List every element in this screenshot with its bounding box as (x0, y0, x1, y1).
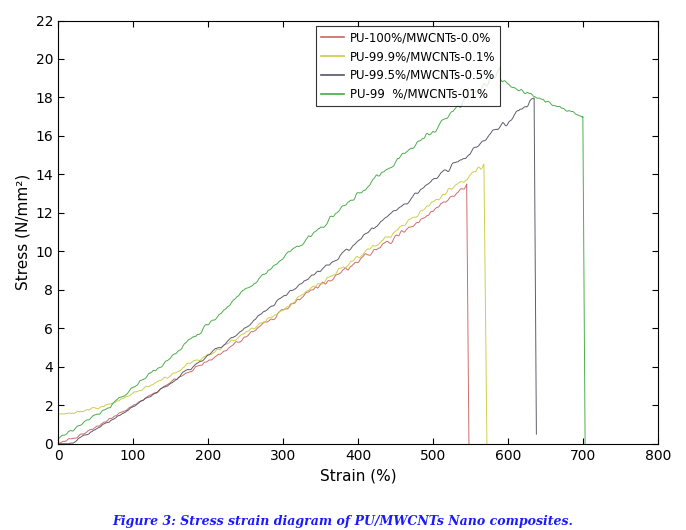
PU-99  %/MWCNTs-01% (508, 84, 516, 90)
PU-99.5%/MWCNTs-0.5% (54, 440, 62, 447)
PU-99  %/MWCNTs-01% (492, 73, 500, 79)
PU-100%/MWCNTs-0.0% (462, 181, 471, 187)
PU-99  %/MWCNTs-01% (479, 82, 487, 88)
Line: PU-99.9%/MWCNTs-0.1%: PU-99.9%/MWCNTs-0.1% (58, 164, 487, 444)
PU-99.5%/MWCNTs-0.5% (260, 308, 268, 315)
PU-99  %/MWCNTs-01% (546, 100, 554, 106)
PU-99.9%/MWCNTs-0.1% (282, 305, 290, 311)
Legend: PU-100%/MWCNTs-0.0%, PU-99.9%/MWCNTs-0.1%, PU-99.5%/MWCNTs-0.5%, PU-99  %/MWCNTs: PU-100%/MWCNTs-0.0%, PU-99.9%/MWCNTs-0.1… (316, 26, 500, 105)
PU-99.9%/MWCNTs-0.1% (314, 280, 322, 287)
Line: PU-99  %/MWCNTs-01%: PU-99 %/MWCNTs-01% (58, 67, 585, 444)
PU-99.9%/MWCNTs-0.1% (117, 396, 126, 402)
PU-99.9%/MWCNTs-0.1% (480, 161, 488, 167)
PU-100%/MWCNTs-0.0% (230, 340, 239, 346)
PU-100%/MWCNTs-0.0% (147, 392, 155, 398)
PU-99.5%/MWCNTs-0.5% (493, 126, 501, 132)
PU-100%/MWCNTs-0.0% (303, 289, 311, 295)
PU-99.5%/MWCNTs-0.5% (162, 383, 170, 390)
PU-99  %/MWCNTs-01% (167, 354, 176, 360)
PU-99  %/MWCNTs-01% (462, 94, 470, 101)
PU-99.9%/MWCNTs-0.1% (483, 440, 491, 447)
Line: PU-100%/MWCNTs-0.0%: PU-100%/MWCNTs-0.0% (58, 184, 469, 444)
PU-100%/MWCNTs-0.0% (431, 206, 439, 213)
Line: PU-99.5%/MWCNTs-0.5%: PU-99.5%/MWCNTs-0.5% (58, 98, 536, 444)
Text: Figure 3: Stress strain diagram of PU/MWCNTs Nano composites.: Figure 3: Stress strain diagram of PU/MW… (113, 515, 573, 528)
PU-100%/MWCNTs-0.0% (465, 440, 473, 447)
PU-100%/MWCNTs-0.0% (115, 410, 123, 417)
PU-99  %/MWCNTs-01% (496, 64, 504, 70)
PU-100%/MWCNTs-0.0% (272, 313, 281, 320)
PU-100%/MWCNTs-0.0% (54, 440, 62, 447)
PU-99.9%/MWCNTs-0.1% (238, 331, 246, 338)
PU-99.9%/MWCNTs-0.1% (447, 186, 455, 192)
PU-99.5%/MWCNTs-0.5% (530, 95, 539, 101)
PU-99  %/MWCNTs-01% (581, 440, 589, 447)
X-axis label: Strain (%): Strain (%) (320, 468, 397, 483)
PU-99.5%/MWCNTs-0.5% (344, 247, 353, 253)
PU-99.5%/MWCNTs-0.5% (309, 272, 317, 278)
PU-99.9%/MWCNTs-0.1% (151, 380, 159, 386)
PU-99.5%/MWCNTs-0.5% (125, 407, 133, 413)
Y-axis label: Stress (N/mm²): Stress (N/mm²) (15, 174, 30, 290)
PU-99  %/MWCNTs-01% (54, 440, 62, 447)
PU-99.5%/MWCNTs-0.5% (532, 431, 541, 437)
PU-99.9%/MWCNTs-0.1% (54, 440, 62, 447)
